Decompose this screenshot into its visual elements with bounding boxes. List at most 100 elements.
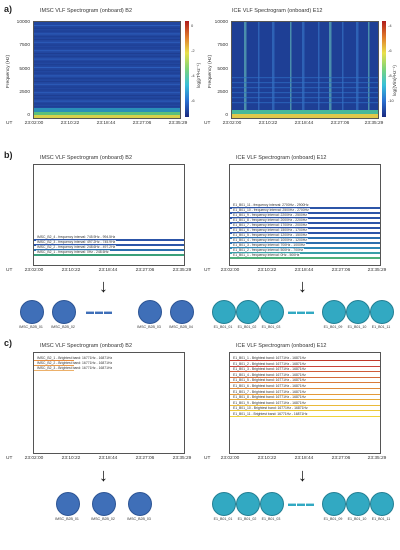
node-circle — [128, 492, 152, 516]
x-tick: 23:27:06 — [135, 268, 155, 273]
spectrogram-streak — [244, 22, 247, 112]
node-circle — [260, 492, 284, 516]
spectrogram-band — [34, 41, 180, 43]
node-label: E1_B01_02 — [237, 517, 257, 521]
spectrogram-streak — [329, 22, 332, 112]
spectrogram-band — [34, 78, 180, 80]
node-circle — [212, 492, 236, 516]
band-line — [230, 257, 380, 259]
node-label: E1_B01_09 — [323, 517, 343, 521]
x-tick: 23:10:22 — [61, 268, 81, 273]
y-tick: 10000 — [16, 20, 30, 25]
spectrogram-band — [34, 67, 180, 68]
spectrogram-streak — [258, 22, 260, 112]
band-line-label: E1_B01_2 - frequency interval: 500Hz - 7… — [232, 248, 305, 252]
spectrogram-band — [34, 95, 180, 96]
colorbar-left-label: log(pT²Hz⁻¹) — [196, 62, 201, 88]
node-circle — [260, 300, 284, 324]
node-label: E1_B01_03 — [261, 517, 281, 521]
spectrogram-band — [232, 97, 378, 99]
spectrogram-streak — [356, 22, 359, 112]
b-left-title: IMSC VLF Spectrogram (onboard) B2 — [40, 155, 133, 161]
band-line-label: E1_B01_4 - frequency interval: 1000Hz - … — [232, 238, 308, 242]
x-tick: 23:02:00 — [24, 268, 44, 273]
y-tick: 5000 — [19, 67, 30, 72]
node-circle — [322, 300, 346, 324]
spectrogram-right-image — [232, 22, 378, 118]
node-label: IMSC_B2B_04 — [169, 325, 193, 329]
band-line — [34, 370, 74, 371]
band-line-label: E1_B01_9 - frequency interval: 2200Hz - … — [232, 213, 308, 217]
band-line — [230, 399, 380, 401]
node-circle — [170, 300, 194, 324]
band-line — [230, 360, 380, 361]
band-line — [230, 410, 380, 412]
colorbar-tick: -4 — [191, 73, 195, 78]
band-line-label: E1_B01_8 - frequency interval: 2000Hz - … — [232, 218, 308, 222]
band-line — [230, 376, 380, 378]
x-tick: 23:35:29 — [367, 456, 387, 461]
y-tick: 2500 — [19, 90, 30, 95]
band-line — [34, 360, 74, 361]
band-line-label: IMSC_B2_1 - Brightest band: 16771Hz - 16… — [36, 356, 114, 360]
colorbar-tick: -6 — [388, 48, 392, 53]
x-tick: 23:10:22 — [61, 456, 81, 461]
spectrogram-band — [34, 27, 180, 29]
panel-label-c: c) — [4, 338, 13, 348]
spectrogram-band — [232, 102, 378, 104]
spectrogram-band — [34, 39, 180, 40]
spectrogram-band — [34, 89, 180, 91]
band-line-label: E1_B01_3 - frequency interval: 700Hz - 1… — [232, 243, 306, 247]
ellipsis-dots: ▬▬▬ — [86, 307, 113, 316]
band-line — [230, 382, 380, 384]
spectrogram-band — [34, 86, 180, 88]
x-tick: 23:02:00 — [222, 121, 242, 126]
x-tick: 23:18:44 — [98, 268, 118, 273]
spectrogram-band — [34, 47, 180, 49]
ut-label: UT — [6, 121, 13, 126]
ut-label: UT — [6, 268, 13, 273]
spectrogram-band — [34, 61, 180, 63]
band-line — [230, 393, 380, 395]
spectrogram-band — [34, 81, 180, 82]
spectrogram-streak — [302, 22, 305, 112]
spectrogram-band — [232, 92, 378, 94]
band-line — [34, 254, 184, 256]
spectrogram-band — [232, 77, 378, 79]
node-label: IMSC_B2B_03 — [137, 325, 161, 329]
spectrogram-band — [34, 64, 180, 66]
band-line — [230, 404, 380, 406]
colorbar-tick: -2 — [191, 48, 195, 53]
x-tick: 23:35:29 — [172, 456, 192, 461]
x-tick: 23:35:29 — [367, 268, 387, 273]
node-circle — [138, 300, 162, 324]
c-left-frame: IMSC_B2_1 - Brightest band: 16771Hz - 16… — [33, 352, 185, 454]
band-line-label: E1_B01_5 - frequency interval: 1200Hz - … — [232, 233, 308, 237]
down-arrow-icon: ↓ — [99, 276, 108, 296]
spectrogram-left-image — [34, 22, 180, 118]
node-circle — [20, 300, 44, 324]
spectrogram-streak — [318, 22, 320, 112]
band-line-label: E1_B01_3 - Brightest band: 16771Hz - 168… — [232, 367, 307, 372]
c-left-title: IMSC VLF Spectrogram (onboard) B2 — [40, 343, 133, 349]
spectrogram-left — [33, 21, 181, 119]
colorbar-tick: 0 — [191, 23, 194, 28]
panel-label-b: b) — [4, 150, 13, 160]
y-axis-label-left: Frequency (Hz) — [6, 54, 11, 88]
band-line-label: E1_B01_11 - Brightest band: 16771Hz - 16… — [232, 412, 309, 416]
node-circle — [52, 300, 76, 324]
band-line — [34, 365, 74, 366]
band-line-label: E1_B01_8 - Brightest band: 16771Hz - 168… — [232, 395, 307, 400]
spectrogram-band — [34, 50, 180, 52]
node-label: E1_B01_03 — [261, 325, 281, 329]
node-circle — [92, 492, 116, 516]
band-line-label: E1_B01_11 - frequency interval: 2700Hz -… — [232, 203, 310, 207]
spectrogram-band — [34, 53, 180, 54]
node-label: E1_B01_01 — [213, 325, 233, 329]
node-circle — [346, 492, 370, 516]
node-label: E1_B01_11 — [371, 517, 391, 521]
y-tick: 7500 — [19, 43, 30, 48]
spectrogram-band — [34, 100, 180, 102]
ut-label: UT — [6, 456, 13, 461]
spectrogram-band — [34, 83, 180, 85]
